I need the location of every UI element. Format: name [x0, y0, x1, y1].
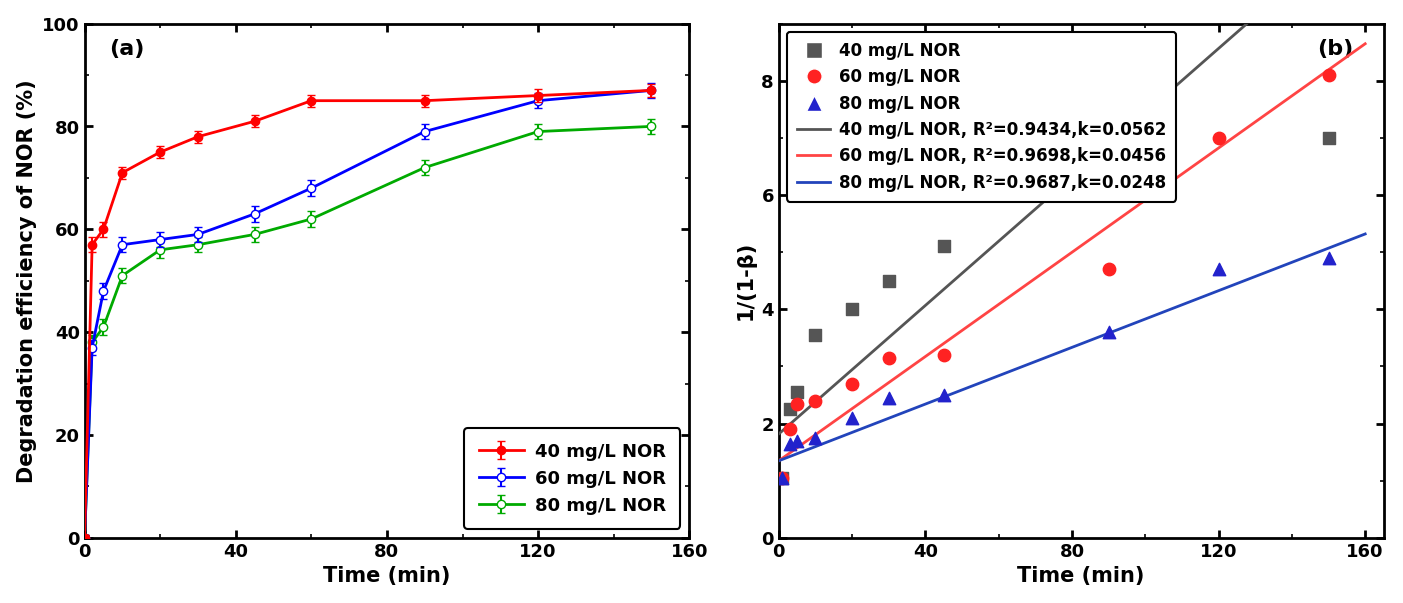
- 80 mg/L NOR: [804, 433, 826, 443]
- 80 mg/L NOR: [770, 473, 793, 483]
- X-axis label: Time (min): Time (min): [323, 566, 450, 586]
- 80 mg/L NOR: [840, 413, 863, 423]
- Text: (a): (a): [108, 39, 145, 59]
- 60 mg/L NOR: [804, 396, 826, 406]
- 80 mg/L NOR: [877, 393, 899, 403]
- 40 mg/L NOR: [932, 242, 954, 251]
- 60 mg/L NOR: [932, 350, 954, 360]
- 40 mg/L NOR: [770, 473, 793, 483]
- 60 mg/L NOR: [877, 353, 899, 363]
- 80 mg/L NOR: [1207, 265, 1229, 274]
- 80 mg/L NOR: [1316, 253, 1338, 263]
- 80 mg/L NOR: [779, 439, 801, 449]
- 60 mg/L NOR: [1097, 265, 1120, 274]
- 60 mg/L NOR: [1207, 133, 1229, 143]
- 80 mg/L NOR: [786, 436, 808, 446]
- 40 mg/L NOR: [840, 305, 863, 314]
- Legend: 40 mg/L NOR, 60 mg/L NOR, 80 mg/L NOR: 40 mg/L NOR, 60 mg/L NOR, 80 mg/L NOR: [464, 428, 680, 529]
- Legend: 40 mg/L NOR, 60 mg/L NOR, 80 mg/L NOR, 40 mg/L NOR, R²=0.9434,k=0.0562, 60 mg/L : 40 mg/L NOR, 60 mg/L NOR, 80 mg/L NOR, 4…: [787, 32, 1176, 201]
- 40 mg/L NOR: [1316, 133, 1338, 143]
- Text: (b): (b): [1316, 39, 1352, 59]
- 40 mg/L NOR: [804, 330, 826, 340]
- X-axis label: Time (min): Time (min): [1017, 566, 1143, 586]
- 40 mg/L NOR: [877, 276, 899, 286]
- 60 mg/L NOR: [1316, 71, 1338, 80]
- Y-axis label: 1/(1-β): 1/(1-β): [735, 241, 755, 320]
- 40 mg/L NOR: [1097, 150, 1120, 160]
- 60 mg/L NOR: [779, 425, 801, 434]
- 40 mg/L NOR: [786, 387, 808, 397]
- 60 mg/L NOR: [840, 379, 863, 388]
- Y-axis label: Degradation efficiency of NOR (%): Degradation efficiency of NOR (%): [17, 79, 36, 482]
- 80 mg/L NOR: [1097, 327, 1120, 337]
- 60 mg/L NOR: [786, 399, 808, 408]
- 60 mg/L NOR: [770, 473, 793, 483]
- 80 mg/L NOR: [932, 390, 954, 400]
- 40 mg/L NOR: [779, 405, 801, 414]
